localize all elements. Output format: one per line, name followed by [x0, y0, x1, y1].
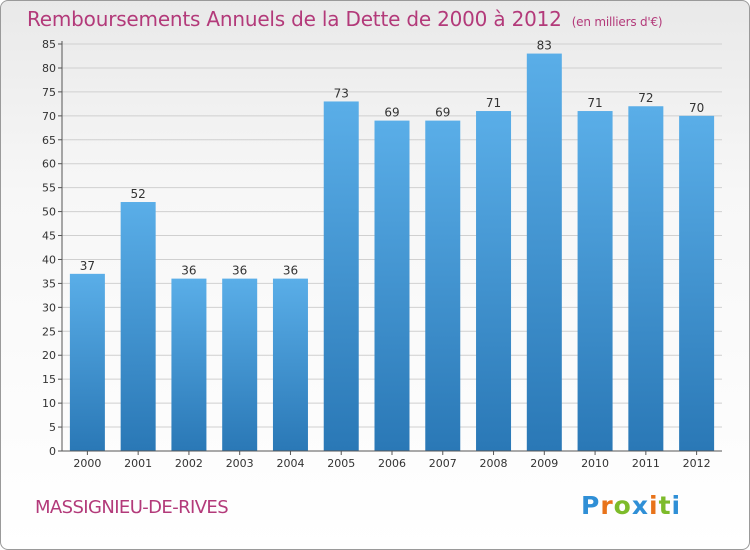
data-label: 69 [435, 106, 450, 120]
x-tick-label: 2007 [429, 457, 457, 470]
y-tick-label: 60 [42, 158, 56, 171]
data-label: 72 [638, 91, 653, 105]
logo-letter: i [649, 491, 659, 520]
x-tick-label: 2000 [73, 457, 101, 470]
y-tick-label: 20 [42, 349, 56, 362]
data-label: 37 [80, 259, 95, 273]
x-tick-label: 2005 [327, 457, 355, 470]
bar-layer [69, 53, 715, 452]
y-tick-label: 15 [42, 373, 56, 386]
chart-unit-note: (en milliers d'€) [571, 15, 663, 29]
bar [222, 278, 258, 451]
data-label: 71 [486, 96, 501, 110]
logo-letter: i [671, 491, 682, 520]
logo-letter: t [658, 491, 672, 520]
x-tick-label: 2001 [124, 457, 152, 470]
data-label: 73 [334, 86, 349, 100]
y-tick-label: 85 [42, 38, 56, 51]
y-tick-label: 55 [42, 182, 56, 195]
data-label: 71 [587, 96, 602, 110]
y-tick-label: 25 [42, 325, 56, 338]
x-tick-label: 2011 [632, 457, 660, 470]
proxiti-logo[interactable]: Proxiti [581, 491, 681, 520]
chart-title: Remboursements Annuels de la Dette de 20… [27, 7, 663, 31]
axis-layer: 0 5 10 15 20 25 30 35 40 45 50 55 60 65 70 75 80 85 2000 20… [42, 38, 722, 470]
chart-title-text: Remboursements Annuels de la Dette de 20… [27, 7, 562, 31]
bar [679, 115, 715, 451]
data-label: 69 [384, 106, 399, 120]
bar [526, 53, 562, 451]
bar [272, 278, 308, 451]
x-tick-label: 2012 [683, 457, 711, 470]
x-tick-label: 2006 [378, 457, 406, 470]
logo-letter: r [600, 491, 614, 520]
x-tick-label: 2010 [581, 457, 609, 470]
bar [577, 111, 613, 452]
bar [120, 202, 156, 451]
bar [476, 111, 512, 452]
y-tick-label: 65 [42, 134, 56, 147]
y-tick-label: 50 [42, 206, 56, 219]
logo-letter: P [581, 491, 601, 520]
data-label: 36 [283, 264, 298, 278]
bar [323, 101, 359, 451]
y-tick-label: 35 [42, 277, 56, 290]
location-name: MASSIGNIEU-DE-RIVES [35, 497, 229, 518]
logo-letter: x [631, 491, 649, 520]
data-label: 70 [689, 101, 704, 115]
x-tick-label: 2008 [480, 457, 508, 470]
y-tick-label: 30 [42, 301, 56, 314]
bar [628, 106, 664, 451]
x-tick-label: 2002 [175, 457, 203, 470]
y-tick-label: 70 [42, 110, 56, 123]
data-label: 36 [232, 264, 247, 278]
y-tick-label: 40 [42, 253, 56, 266]
x-tick-label: 2009 [530, 457, 558, 470]
bar [171, 278, 207, 451]
x-tick-label: 2004 [276, 457, 304, 470]
y-tick-label: 80 [42, 62, 56, 75]
label-layer: 37 52 36 36 36 73 69 69 71 83 71 72 70 [80, 39, 705, 278]
logo-letter: o [613, 491, 632, 520]
y-tick-label: 75 [42, 86, 56, 99]
data-label: 52 [131, 187, 146, 201]
y-tick-label: 0 [49, 445, 56, 458]
bar [425, 120, 461, 452]
bar [69, 273, 105, 451]
y-tick-label: 10 [42, 397, 56, 410]
x-tick-label: 2003 [226, 457, 254, 470]
bar [374, 120, 410, 452]
y-tick-label: 45 [42, 230, 56, 243]
data-label: 36 [181, 264, 196, 278]
y-tick-label: 5 [49, 421, 56, 434]
data-label: 83 [537, 39, 552, 53]
